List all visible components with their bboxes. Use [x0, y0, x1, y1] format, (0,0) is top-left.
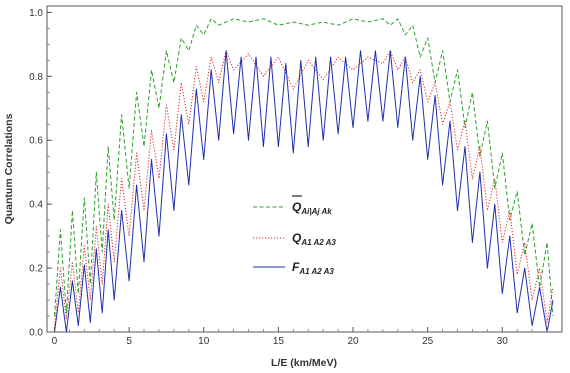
legend-sub-0: Ai|Aj Ak	[300, 207, 332, 216]
y-tick-label: 0.8	[29, 72, 43, 83]
legend-label-0: QAi|Aj Ak	[292, 200, 332, 216]
plot-frame	[46, 5, 563, 333]
legend-sub-2: A1 A2 A3	[298, 267, 334, 276]
x-tick-label: 25	[422, 336, 434, 347]
series-line-2	[54, 50, 554, 333]
legend: QAi|Aj Ak QA1 A2 A3 FA1 A2 A3	[253, 195, 336, 276]
axis-layer: 0 5 10 15 20 25 30 0.0 0.2 0.4 0.6 0.8 1.0	[29, 8, 548, 347]
legend-main-2: F	[292, 260, 300, 274]
y-tick-label: 1.0	[29, 8, 43, 19]
legend-main-0: Q	[292, 200, 302, 214]
x-tick-label: 15	[273, 336, 285, 347]
legend-entry-2: FA1 A2 A3	[253, 260, 334, 276]
series-layer	[54, 18, 554, 333]
x-tick-label: 5	[126, 336, 132, 347]
legend-entry-1: QA1 A2 A3	[253, 231, 336, 247]
series-line-0	[54, 18, 554, 317]
legend-label-1: QA1 A2 A3	[292, 231, 336, 247]
x-tick-label: 10	[198, 336, 210, 347]
legend-main-1: Q	[292, 231, 302, 245]
x-axis-title: L/E (km/MeV)	[271, 357, 337, 369]
x-tick-label: 20	[347, 336, 359, 347]
legend-entry-0: QAi|Aj Ak	[253, 195, 332, 216]
y-axis-title: Quantum Correlations	[3, 113, 15, 224]
x-tick-label: 30	[497, 336, 509, 347]
x-tick-label: 0	[52, 336, 58, 347]
y-tick-label: 0.6	[29, 136, 43, 147]
legend-sub-1: A1 A2 A3	[300, 238, 336, 247]
series-line-1	[54, 50, 554, 326]
legend-label-2: FA1 A2 A3	[292, 260, 334, 276]
y-tick-label: 0.0	[29, 328, 43, 339]
y-tick-label: 0.2	[29, 264, 43, 275]
y-tick-label: 0.4	[29, 200, 43, 211]
